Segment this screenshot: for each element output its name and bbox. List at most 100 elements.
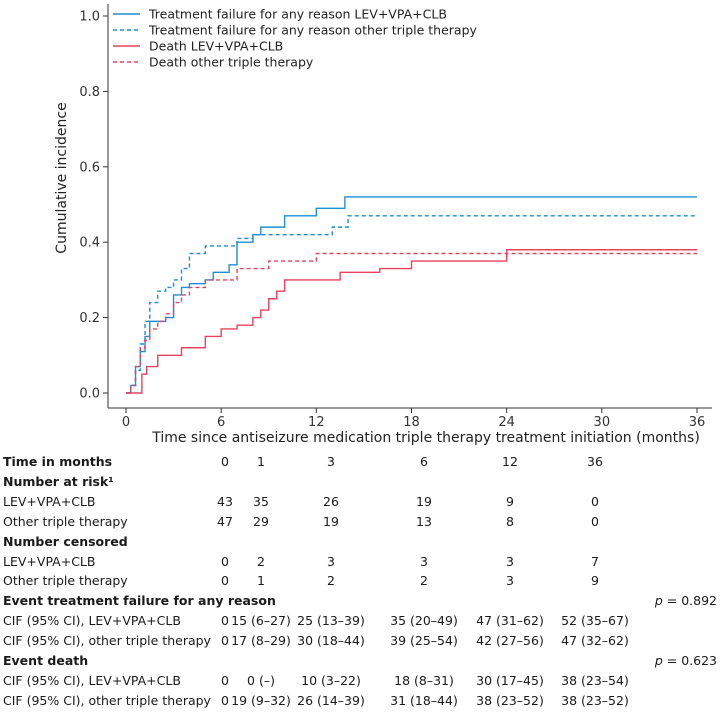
- risk-table-cell: 30 (18–44): [297, 633, 365, 649]
- risk-table-cell: 47 (32–62): [561, 633, 629, 649]
- risk-table-cell: 35: [253, 493, 269, 509]
- risk-table-cell: 0: [221, 692, 229, 708]
- risk-table-row: Other triple therapy 47 29 19 13 8 0: [0, 512, 723, 532]
- risk-table-cell: 0: [221, 573, 229, 589]
- risk-table-cell: 26 (14–39): [297, 692, 365, 708]
- x-tick-label: 12: [308, 415, 325, 430]
- risk-table-row: CIF (95% CI), other triple therapy 0 17 (8…: [0, 631, 723, 651]
- x-tick-label: 30: [594, 415, 611, 430]
- risk-table-cell: 3: [327, 553, 335, 569]
- risk-table-row: Number at risk¹: [0, 472, 723, 492]
- risk-table-cell: 47: [217, 513, 233, 529]
- risk-table-cell: 25 (13–39): [297, 613, 365, 629]
- risk-table-row-label: Number censored: [3, 533, 128, 549]
- y-axis-title: Cumulative incidence: [54, 102, 70, 253]
- risk-table-cell: 30 (17–45): [476, 672, 544, 688]
- p-value-number: = 0.892: [662, 593, 717, 609]
- risk-table-row-label: CIF (95% CI), other triple therapy: [3, 692, 211, 708]
- risk-table-cell: 2: [420, 573, 428, 589]
- risk-table-cell: 1: [257, 454, 265, 469]
- risk-table-cell: 52 (35–67): [561, 613, 629, 629]
- p-value-symbol: p: [654, 653, 663, 668]
- risk-table-row-label: Time in months: [3, 454, 113, 469]
- risk-table-row: Event treatment failure for any reason p …: [0, 591, 723, 611]
- risk-table-cell: 19: [323, 513, 339, 529]
- risk-table-cell: 43: [217, 493, 233, 509]
- risk-table-cell: 10 (3–22): [301, 672, 361, 688]
- risk-table-cell: 19 (9–32): [231, 692, 291, 708]
- risk-table: Time in months 0 1 3 6 12 36 Number at risk¹ LEV…: [0, 452, 723, 712]
- risk-table-cell: 18 (8–31): [394, 672, 454, 688]
- x-tick-label: 24: [498, 415, 515, 430]
- series-line-2: [126, 215, 697, 394]
- risk-table-row: CIF (95% CI), LEV+VPA+CLB 0 0 (–) 10 (3–22)…: [0, 671, 723, 691]
- y-tick-label: 0.0: [79, 387, 100, 402]
- risk-table-cell: 3: [327, 454, 335, 469]
- risk-table-cell: 2: [257, 553, 265, 569]
- risk-table-cell: 31 (18–44): [390, 692, 458, 708]
- risk-table-cell: 38 (23–52): [561, 692, 629, 708]
- risk-table-cell: 3: [506, 573, 514, 589]
- legend-label-2: Treatment failure for any reason other t…: [148, 23, 478, 38]
- risk-table-cell: 0: [591, 493, 599, 509]
- risk-table-row: CIF (95% CI), other triple therapy 0 19 (9…: [0, 691, 723, 711]
- y-tick-label: 0.2: [79, 311, 100, 326]
- risk-table-row: LEV+VPA+CLB 0 2 3 3 3 7: [0, 552, 723, 572]
- risk-table-cell: 0: [221, 633, 229, 649]
- risk-table-cell: 0: [221, 454, 229, 469]
- risk-table-row-label: CIF (95% CI), other triple therapy: [3, 633, 211, 649]
- x-tick-label: 18: [403, 415, 420, 430]
- risk-table-row-label: LEV+VPA+CLB: [3, 553, 96, 569]
- risk-table-row-label: Event death: [3, 653, 89, 668]
- risk-table-row: Number censored: [0, 532, 723, 552]
- risk-table-row: CIF (95% CI), LEV+VPA+CLB 0 15 (6–27) 25 (1…: [0, 611, 723, 631]
- risk-table-row-label: Event treatment failure for any reason: [3, 593, 276, 609]
- risk-table-row: LEV+VPA+CLB 43 35 26 19 9 0: [0, 492, 723, 512]
- risk-table-cell: 39 (25–54): [390, 633, 458, 649]
- risk-table-cell: 17 (8–29): [231, 633, 291, 649]
- legend-label-1: Treatment failure for any reason LEV+VPA…: [148, 7, 447, 22]
- p-value: p = 0.623: [655, 651, 717, 671]
- risk-table-cell: 9: [591, 573, 599, 589]
- chart-legend: Treatment failure for any reason LEV+VPA…: [113, 7, 478, 70]
- risk-table-row-label: CIF (95% CI), LEV+VPA+CLB: [3, 613, 181, 629]
- risk-table-row-label: Other triple therapy: [3, 573, 128, 589]
- y-tick-label: 1.0: [79, 10, 100, 25]
- y-tick-label: 0.4: [79, 236, 100, 251]
- y-tick-label: 0.8: [79, 85, 100, 100]
- risk-table-row-label: Other triple therapy: [3, 513, 128, 529]
- risk-table-cell: 1: [257, 573, 265, 589]
- x-tick-label: 6: [217, 415, 225, 430]
- risk-table-cell: 0: [591, 513, 599, 529]
- legend-label-4: Death other triple therapy: [149, 55, 314, 70]
- risk-table-row-label: Number at risk¹: [3, 473, 114, 489]
- chart-axes: 0.0 0.2 0.4 0.6 0.8 1.0 0 6 12 18 24 30 36: [79, 4, 712, 430]
- legend-label-3: Death LEV+VPA+CLB: [149, 39, 283, 54]
- series-line-4: [126, 252, 697, 394]
- risk-table-cell: 8: [506, 513, 514, 529]
- risk-table-cell: 2: [327, 573, 335, 589]
- risk-table-cell: 13: [416, 513, 432, 529]
- risk-table-cell: 38 (23–54): [561, 672, 629, 688]
- risk-table-cell: 0: [221, 613, 229, 629]
- risk-table-cell: 7: [591, 553, 599, 569]
- risk-table-cell: 3: [420, 553, 428, 569]
- y-tick-label: 0.6: [79, 160, 100, 175]
- x-tick-label: 36: [689, 415, 706, 430]
- risk-table-cell: 0: [221, 672, 229, 688]
- risk-table-row: Event death p = 0.623: [0, 651, 723, 671]
- risk-table-cell: 36: [587, 454, 603, 469]
- risk-table-cell: 42 (27–56): [476, 633, 544, 649]
- risk-table-cell: 0 (–): [247, 672, 275, 688]
- risk-table-cell: 29: [253, 513, 269, 529]
- series-line-3: [126, 249, 697, 394]
- risk-table-cell: 35 (20–49): [390, 613, 458, 629]
- risk-table-cell: 26: [323, 493, 339, 509]
- risk-table-row: Time in months 0 1 3 6 12 36: [0, 452, 723, 472]
- risk-table-cell: 47 (31–62): [476, 613, 544, 629]
- risk-table-cell: 3: [506, 553, 514, 569]
- risk-table-cell: 15 (6–27): [231, 613, 291, 629]
- x-tick-label: 0: [122, 415, 130, 430]
- chart-series: [126, 196, 697, 394]
- risk-table-cell: 12: [502, 454, 518, 469]
